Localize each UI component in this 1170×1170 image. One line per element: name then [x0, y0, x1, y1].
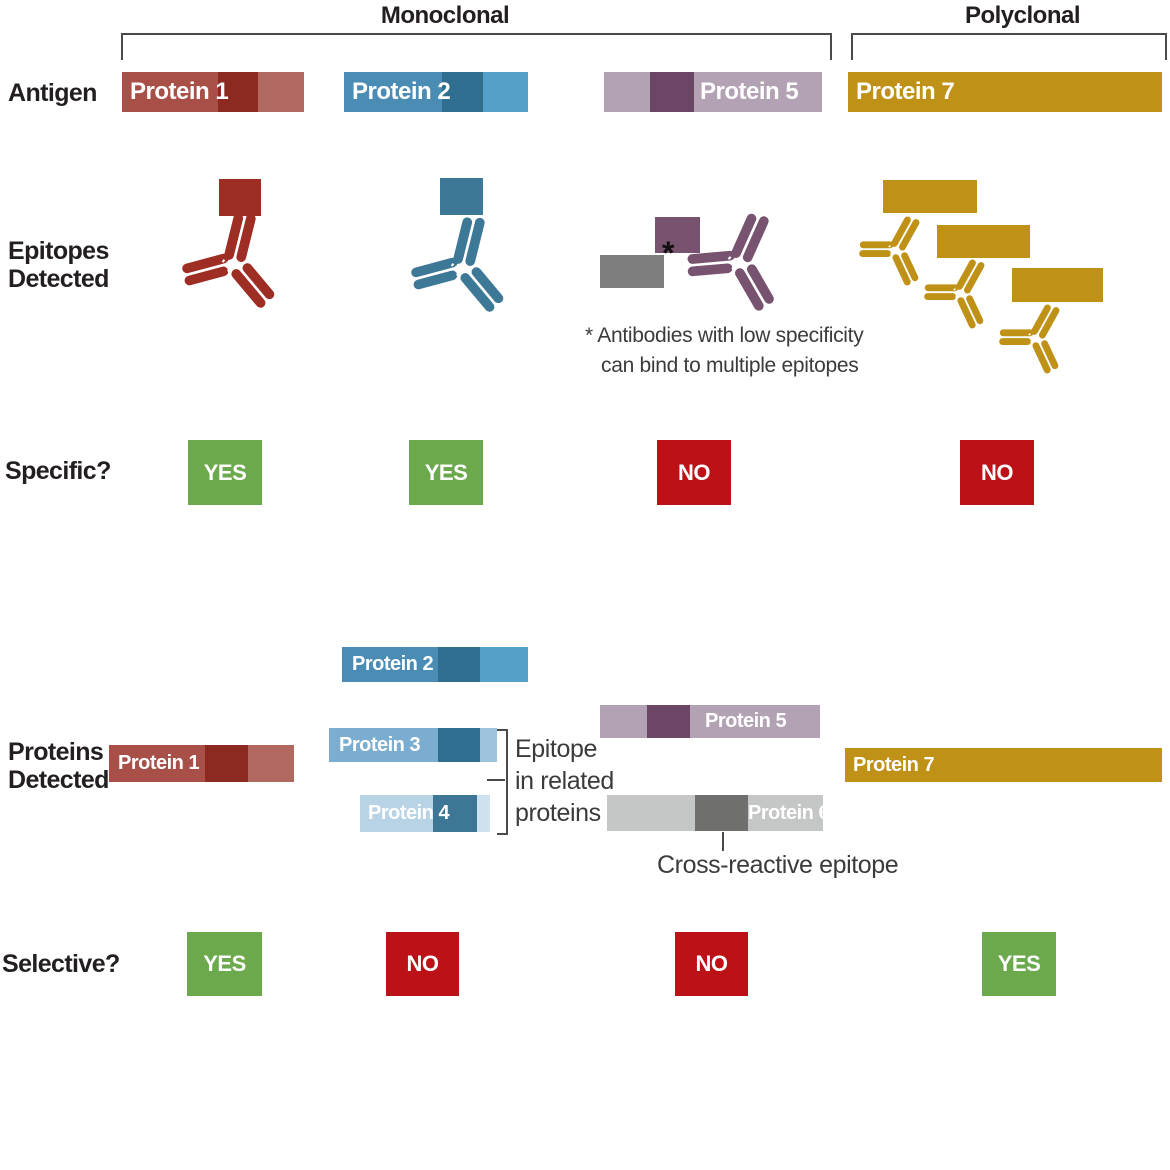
antibody-gold-3-icon — [989, 290, 1077, 379]
epitope-rect-gray-icon — [600, 255, 664, 288]
antigen-label-protein2: Protein 2 — [352, 78, 451, 105]
antigen-label-protein5: Protein 5 — [700, 78, 799, 105]
detected-bar-protein3: Protein 3 — [329, 728, 497, 762]
detected-bar-protein1: Protein 1 — [109, 745, 294, 782]
row-label-selective: Selective? — [2, 950, 120, 978]
epitope-rect-gold-3-icon — [1012, 268, 1103, 302]
epitope-rect-gold-2-icon — [937, 225, 1030, 258]
antigen-bar-protein2: Protein 2 — [344, 72, 528, 112]
bar-segment — [848, 72, 1162, 112]
row-label-proteins-line2: Detected — [8, 766, 109, 794]
antigen-label-protein7: Protein 7 — [856, 78, 955, 105]
detected-bar-protein6: Protein 6 — [607, 795, 823, 831]
bar-segment — [329, 728, 438, 762]
row-label-epitopes: Epitopes Detected — [8, 237, 109, 293]
specific-badge-col2: YES — [409, 440, 483, 505]
bar-segment-epitope — [442, 72, 483, 112]
polyclonal-header: Polyclonal — [964, 2, 1081, 29]
bar-segment — [607, 795, 695, 831]
cross-reactive-connector — [722, 832, 724, 851]
detected-label-protein4: Protein 4 — [368, 802, 450, 824]
detected-bar-protein5: Protein 5 — [600, 705, 820, 738]
bar-segment-epitope — [433, 795, 477, 832]
epitope-square-red-icon — [219, 179, 261, 216]
bar-segment — [477, 795, 490, 832]
detected-bar-protein7: Protein 7 — [845, 748, 1162, 782]
bar-segment — [748, 795, 823, 831]
row-label-proteins: Proteins Detected — [8, 738, 109, 794]
antigen-bar-protein1: Protein 1 — [122, 72, 304, 112]
row-label-antigen: Antigen — [8, 79, 97, 107]
bar-segment — [480, 647, 528, 682]
bar-segment — [480, 728, 497, 762]
antibody-blue-icon — [407, 212, 508, 316]
detected-bar-protein4: Protein 4 — [360, 795, 490, 832]
bar-segment-epitope — [218, 72, 258, 112]
specific-badge-col4: NO — [960, 440, 1034, 505]
epitope-related-line3: proteins — [515, 799, 601, 827]
related-proteins-bracket — [497, 729, 508, 835]
bar-segment — [258, 72, 304, 112]
bar-segment — [360, 795, 433, 832]
monoclonal-bracket — [121, 33, 832, 60]
bar-segment — [248, 745, 294, 782]
detected-label-protein6: Protein 6 — [748, 801, 823, 824]
related-proteins-bracket-tick — [487, 779, 505, 781]
bar-segment — [342, 647, 438, 682]
row-label-epitopes-line1: Epitopes — [8, 237, 109, 265]
specific-badge-col1: YES — [188, 440, 262, 505]
detected-label-protein2: Protein 2 — [352, 653, 434, 675]
bar-segment — [344, 72, 442, 112]
bar-segment — [109, 745, 205, 782]
bar-segment-epitope — [647, 705, 690, 738]
selective-badge-col2: NO — [386, 932, 459, 996]
epitope-related-note: Epitope in related proteins — [515, 733, 614, 829]
low-specificity-note-line2: can bind to multiple epitopes — [601, 354, 859, 377]
epitope-square-blue-icon — [440, 178, 483, 215]
bar-segment-epitope — [438, 728, 480, 762]
epitope-rect-gold-1-icon — [883, 180, 977, 213]
asterisk-marker: * — [662, 235, 675, 271]
specific-badge-col3: NO — [657, 440, 731, 505]
detected-bar-protein2: Protein 2 — [342, 647, 528, 682]
antigen-label-protein1: Protein 1 — [130, 78, 229, 105]
epitope-square-purple-icon — [655, 217, 700, 253]
antigen-bar-protein7: Protein 7 — [848, 72, 1162, 112]
bar-segment-epitope — [205, 745, 248, 782]
detected-label-protein3: Protein 3 — [339, 733, 421, 756]
antibody-purple-icon — [676, 198, 793, 317]
detected-label-protein7: Protein 7 — [853, 753, 935, 776]
low-specificity-note-line1: * Antibodies with low specificity — [585, 324, 864, 347]
bar-segment — [845, 748, 1162, 782]
detected-label-protein1: Protein 1 — [118, 752, 200, 774]
selective-badge-col3: NO — [675, 932, 748, 996]
antibody-red-icon — [178, 208, 279, 312]
row-label-epitopes-line2: Detected — [8, 265, 109, 293]
epitope-related-line2: in related — [515, 767, 614, 795]
bar-segment-epitope — [438, 647, 480, 682]
row-label-proteins-line1: Proteins — [8, 738, 104, 766]
polyclonal-bracket — [851, 33, 1167, 60]
bar-segment — [694, 72, 822, 112]
bar-segment-epitope — [695, 795, 748, 831]
epitope-related-line1: Epitope — [515, 735, 597, 763]
bar-segment-epitope — [650, 72, 694, 112]
antigen-bar-protein5: Protein 5 — [604, 72, 822, 112]
row-label-specific: Specific? — [5, 457, 111, 485]
bar-segment — [483, 72, 528, 112]
cross-reactive-label: Cross-reactive epitope — [657, 851, 899, 879]
bar-segment — [122, 72, 218, 112]
monoclonal-header: Monoclonal — [380, 2, 510, 29]
bar-segment — [600, 705, 647, 738]
selective-badge-col4: YES — [982, 932, 1056, 996]
bar-segment — [690, 705, 820, 738]
detected-label-protein5: Protein 5 — [705, 710, 787, 732]
selective-badge-col1: YES — [187, 932, 262, 996]
bar-segment — [604, 72, 650, 112]
